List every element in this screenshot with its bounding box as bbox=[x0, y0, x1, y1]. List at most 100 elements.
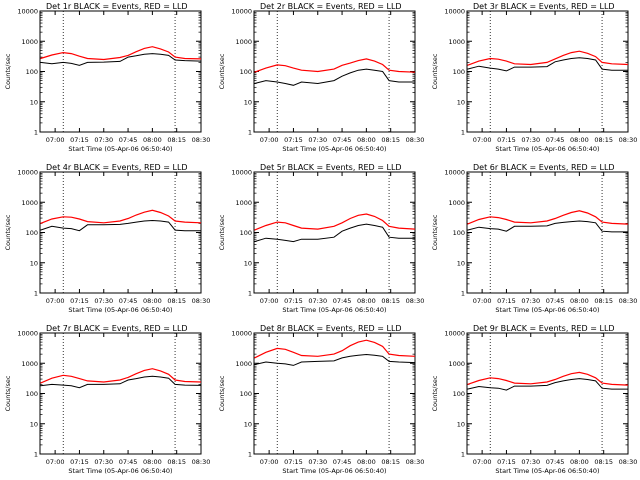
series-line bbox=[254, 68, 415, 86]
series-line bbox=[40, 209, 202, 224]
y-tick-label: 10 bbox=[457, 420, 465, 428]
y-tick-label: 10000 bbox=[231, 8, 252, 16]
x-tick-label: 07:30 bbox=[94, 458, 113, 466]
y-tick-label: 1 bbox=[248, 451, 252, 459]
panel-title: Det 2r BLACK = Events, RED = LLD bbox=[260, 2, 402, 11]
panel-title: Det 8r BLACK = Events, RED = LLD bbox=[260, 324, 402, 333]
y-tick-label: 10 bbox=[30, 259, 38, 267]
y-tick-label: 100 bbox=[453, 229, 465, 237]
x-tick-label: 07:45 bbox=[119, 136, 138, 144]
x-tick-label: 07:15 bbox=[70, 136, 89, 144]
x-tick-label: 07:00 bbox=[260, 297, 279, 305]
x-tick-label: 07:15 bbox=[284, 136, 303, 144]
x-tick-label: 08:30 bbox=[406, 458, 425, 466]
y-tick-label: 1 bbox=[461, 451, 465, 459]
series-line bbox=[40, 46, 202, 61]
y-tick-label: 10000 bbox=[17, 169, 38, 177]
x-tick-label: 07:45 bbox=[546, 458, 565, 466]
series-line bbox=[40, 219, 201, 232]
y-tick-label: 10 bbox=[30, 98, 38, 106]
panel-det-6: Det 6r BLACK = Events, RED = LLD Counts/s… bbox=[431, 163, 637, 314]
y-tick-label: 10 bbox=[457, 259, 465, 267]
y-axis-label: Counts/sec bbox=[431, 214, 439, 250]
y-tick-label: 1000 bbox=[448, 360, 465, 368]
x-tick-label: 08:30 bbox=[406, 297, 425, 305]
x-tick-label: 08:15 bbox=[167, 297, 186, 305]
series-line bbox=[254, 339, 416, 359]
y-tick-label: 1000 bbox=[448, 199, 465, 207]
panel-title: Det 6r BLACK = Events, RED = LLD bbox=[473, 163, 615, 172]
y-tick-label: 1 bbox=[248, 290, 252, 298]
y-tick-label: 10000 bbox=[444, 330, 465, 338]
y-axis-label: Counts/sec bbox=[218, 375, 226, 411]
x-tick-label: 07:30 bbox=[308, 297, 327, 305]
x-tick-label: 07:00 bbox=[46, 297, 65, 305]
x-tick-label: 08:00 bbox=[143, 297, 162, 305]
x-tick-label: 07:15 bbox=[284, 458, 303, 466]
panel-det-5: Det 5r BLACK = Events, RED = LLD Counts/s… bbox=[218, 163, 424, 314]
x-tick-label: 08:15 bbox=[381, 458, 400, 466]
x-axis-label: Start Time (05-Apr-06 06:50:40) bbox=[282, 467, 386, 475]
panel-title: Det 1r BLACK = Events, RED = LLD bbox=[46, 2, 188, 11]
panel-title: Det 7r BLACK = Events, RED = LLD bbox=[46, 324, 188, 333]
y-axis-label: Counts/sec bbox=[4, 214, 12, 250]
x-tick-label: 08:00 bbox=[357, 136, 376, 144]
series-line bbox=[467, 378, 628, 391]
y-tick-label: 100 bbox=[26, 229, 38, 237]
series-line bbox=[254, 58, 416, 73]
x-axis-label: Start Time (05-Apr-06 06:50:40) bbox=[495, 306, 599, 314]
x-tick-label: 07:45 bbox=[333, 136, 352, 144]
x-tick-label: 07:00 bbox=[46, 458, 65, 466]
x-tick-label: 07:45 bbox=[333, 458, 352, 466]
x-tick-label: 08:30 bbox=[406, 136, 425, 144]
panel-title: Det 9r BLACK = Events, RED = LLD bbox=[473, 324, 615, 333]
y-tick-label: 1 bbox=[34, 290, 38, 298]
x-tick-label: 07:30 bbox=[521, 458, 540, 466]
x-axis-label: Start Time (05-Apr-06 06:50:40) bbox=[68, 467, 172, 475]
panel-det-2: Det 2r BLACK = Events, RED = LLD Counts/s… bbox=[218, 2, 424, 153]
series-line bbox=[254, 353, 416, 366]
x-tick-label: 08:15 bbox=[381, 297, 400, 305]
plot-frame bbox=[253, 332, 416, 455]
panel-det-7: Det 7r BLACK = Events, RED = LLD Counts/s… bbox=[4, 324, 210, 475]
x-tick-label: 07:15 bbox=[70, 297, 89, 305]
y-axis-label: Counts/sec bbox=[4, 375, 12, 411]
y-tick-label: 100 bbox=[26, 68, 38, 76]
y-tick-label: 1 bbox=[461, 290, 465, 298]
plot-frame bbox=[39, 332, 202, 455]
x-tick-label: 07:00 bbox=[473, 297, 492, 305]
x-tick-label: 08:15 bbox=[381, 136, 400, 144]
plot-frame bbox=[39, 171, 202, 294]
x-tick-label: 07:30 bbox=[94, 136, 113, 144]
panel-det-8: Det 8r BLACK = Events, RED = LLD Counts/s… bbox=[218, 324, 424, 475]
y-tick-label: 10000 bbox=[231, 330, 252, 338]
x-tick-label: 08:00 bbox=[357, 458, 376, 466]
x-tick-label: 07:30 bbox=[94, 297, 113, 305]
x-tick-label: 07:30 bbox=[308, 458, 327, 466]
x-tick-label: 07:30 bbox=[308, 136, 327, 144]
x-tick-label: 07:15 bbox=[70, 458, 89, 466]
x-tick-label: 07:45 bbox=[546, 297, 565, 305]
x-tick-label: 08:00 bbox=[143, 136, 162, 144]
x-axis-label: Start Time (05-Apr-06 06:50:40) bbox=[282, 145, 386, 153]
y-axis-label: Counts/sec bbox=[218, 214, 226, 250]
y-tick-label: 1 bbox=[34, 129, 38, 137]
y-tick-label: 1 bbox=[248, 129, 252, 137]
series-line bbox=[467, 57, 628, 72]
series-line bbox=[467, 210, 629, 225]
y-tick-label: 10000 bbox=[444, 169, 465, 177]
y-tick-label: 1000 bbox=[448, 38, 465, 46]
x-tick-label: 07:45 bbox=[333, 297, 352, 305]
x-tick-label: 07:00 bbox=[46, 136, 65, 144]
y-tick-label: 1000 bbox=[21, 199, 38, 207]
x-tick-label: 08:15 bbox=[594, 136, 613, 144]
y-tick-label: 100 bbox=[240, 390, 252, 398]
x-axis-label: Start Time (05-Apr-06 06:50:40) bbox=[495, 145, 599, 153]
x-tick-label: 07:30 bbox=[521, 136, 540, 144]
panel-det-4: Det 4r BLACK = Events, RED = LLD Counts/s… bbox=[4, 163, 210, 314]
y-tick-label: 10000 bbox=[17, 8, 38, 16]
x-tick-label: 08:00 bbox=[570, 458, 589, 466]
y-tick-label: 1000 bbox=[235, 360, 252, 368]
y-tick-label: 1 bbox=[34, 451, 38, 459]
